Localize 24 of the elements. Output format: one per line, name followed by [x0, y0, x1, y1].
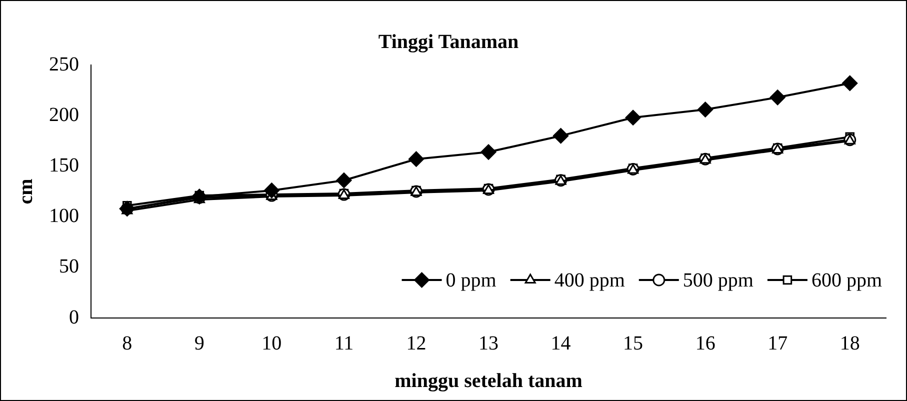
y-axis-title: cm: [15, 178, 38, 204]
y-tick-label: 0: [69, 306, 79, 328]
legend-label: 400 ppm: [554, 269, 626, 292]
x-tick-label: 9: [194, 332, 204, 354]
y-tick-label: 100: [49, 205, 79, 228]
x-tick-label: 14: [550, 332, 571, 354]
x-tick-label: 17: [768, 332, 788, 354]
x-tick-label: 12: [406, 332, 426, 354]
y-tick-label: 200: [49, 104, 79, 126]
x-tick-label: 15: [623, 332, 644, 354]
x-tick-label: 11: [334, 332, 354, 354]
legend-label: 0 ppm: [446, 269, 497, 292]
x-axis-title: minggu setelah tanam: [394, 370, 583, 392]
y-tick-label: 50: [59, 256, 79, 278]
y-tick-label: 150: [49, 154, 79, 176]
legend-label: 500 ppm: [682, 269, 754, 292]
chart-title: Tinggi Tanaman: [378, 31, 519, 54]
x-tick-label: 13: [478, 332, 498, 354]
x-tick-label: 8: [122, 332, 132, 354]
x-tick-label: 18: [840, 332, 860, 354]
legend-label: 600 ppm: [811, 269, 882, 292]
x-tick-label: 10: [262, 332, 282, 354]
x-tick-label: 16: [695, 332, 716, 354]
y-tick-label: 250: [49, 53, 79, 76]
